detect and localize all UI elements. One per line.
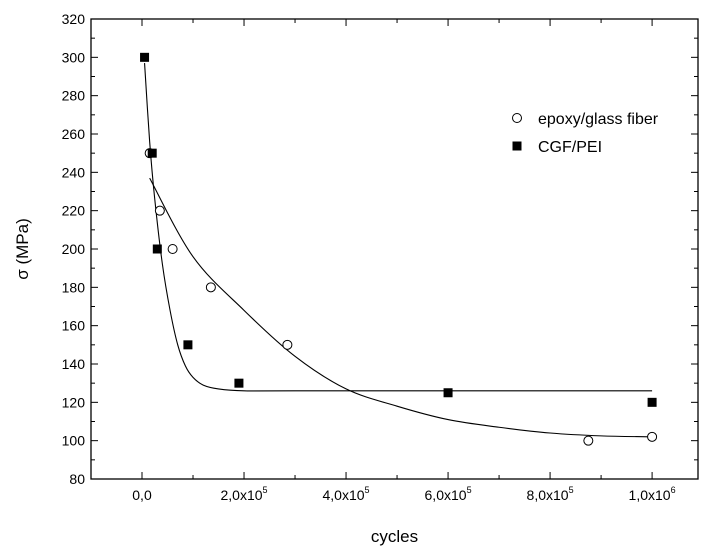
x-tick-label-base: 0,0 bbox=[132, 487, 152, 503]
data-point-series-1 bbox=[147, 148, 157, 158]
data-point-series-0 bbox=[154, 205, 165, 216]
y-tick-label: 300 bbox=[62, 49, 86, 65]
y-tick-label: 240 bbox=[62, 164, 86, 180]
x-tick-label-base: 2,0x10 bbox=[220, 487, 262, 503]
fit-curves bbox=[144, 63, 653, 438]
x-tick-label: 1,0x106 bbox=[629, 485, 676, 503]
legend-marker-series-1 bbox=[512, 141, 522, 151]
legend: epoxy/glass fiber CGF/PEI bbox=[512, 111, 659, 156]
x-tick-label: 6,0x105 bbox=[425, 485, 472, 503]
legend-label-series-1: CGF/PEI bbox=[538, 139, 602, 156]
data-points bbox=[140, 52, 658, 446]
data-point-series-1 bbox=[140, 52, 150, 62]
data-point-series-1 bbox=[152, 244, 162, 254]
data-point-series-0 bbox=[647, 431, 658, 442]
x-axis-title: cycles bbox=[371, 527, 418, 546]
data-point-series-1 bbox=[183, 340, 193, 350]
data-point-series-0 bbox=[205, 282, 216, 293]
y-tick-label: 100 bbox=[62, 433, 86, 449]
data-point-series-1 bbox=[443, 388, 453, 398]
x-tick-label-exponent: 5 bbox=[569, 485, 574, 495]
x-tick-label-base: 8,0x10 bbox=[527, 487, 569, 503]
x-tick-label-base: 6,0x10 bbox=[425, 487, 467, 503]
data-point-series-0 bbox=[282, 339, 293, 350]
y-tick-label: 180 bbox=[62, 279, 86, 295]
data-point-series-1 bbox=[647, 397, 657, 407]
y-axis-title: σ (MPa) bbox=[13, 218, 32, 280]
y-tick-label: 280 bbox=[62, 88, 86, 104]
legend-marker-series-0 bbox=[512, 113, 522, 123]
plot-frame bbox=[90, 18, 699, 480]
y-axis-ticks: 80 100 120 140 160 180 200 220 240 260 280 300 320 bbox=[62, 11, 698, 487]
x-axis-ticks: 0,0 2,0x105 4,0x105 6,0x105 8,0x105 1,0x106 bbox=[132, 19, 676, 503]
y-tick-label: 200 bbox=[62, 241, 86, 257]
data-point-series-0 bbox=[583, 435, 594, 446]
y-tick-label: 320 bbox=[62, 11, 86, 27]
x-tick-label: 2,0x105 bbox=[220, 485, 267, 503]
x-tick-label: 0,0 bbox=[132, 487, 152, 503]
x-tick-label-base: 1,0x10 bbox=[629, 487, 671, 503]
x-tick-label-base: 4,0x10 bbox=[323, 487, 365, 503]
y-tick-label: 160 bbox=[62, 318, 86, 334]
y-tick-label: 220 bbox=[62, 203, 86, 219]
x-tick-label: 4,0x105 bbox=[323, 485, 370, 503]
x-tick-label-exponent: 6 bbox=[671, 485, 676, 495]
data-point-series-0 bbox=[167, 244, 178, 254]
x-tick-label-exponent: 5 bbox=[263, 485, 268, 495]
x-tick-label-exponent: 5 bbox=[467, 485, 472, 495]
y-tick-label: 80 bbox=[69, 471, 85, 487]
legend-label-series-0: epoxy/glass fiber bbox=[538, 111, 659, 128]
x-tick-label: 8,0x105 bbox=[527, 485, 574, 503]
y-tick-label: 140 bbox=[62, 356, 86, 372]
axes bbox=[90, 18, 699, 480]
y-tick-label: 260 bbox=[62, 126, 86, 142]
data-point-series-1 bbox=[234, 378, 244, 388]
y-tick-label: 120 bbox=[62, 394, 86, 410]
fit-curve-series-1 bbox=[144, 63, 653, 392]
x-tick-label-exponent: 5 bbox=[365, 485, 370, 495]
fit-curve-series-0 bbox=[149, 177, 653, 438]
